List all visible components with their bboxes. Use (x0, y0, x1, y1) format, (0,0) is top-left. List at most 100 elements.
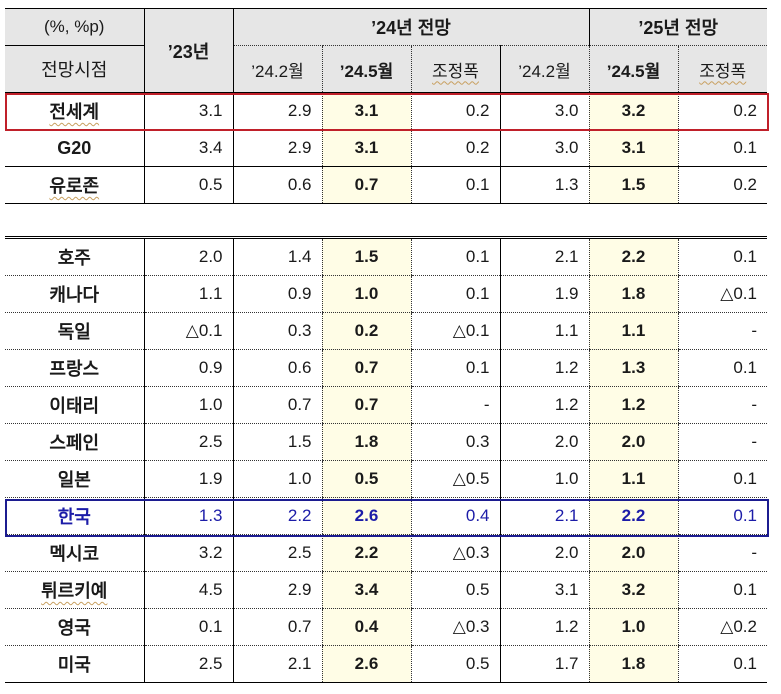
row-name: 독일 (5, 312, 144, 350)
table-row: 멕시코 3.2 2.5 2.2 △0.3 2.0 2.0- (5, 534, 767, 572)
cell-2025-may: 1.3 (588, 349, 678, 387)
cell-2025-adj: △0.2 (677, 608, 767, 646)
cell-2025-feb: 1.2 (499, 349, 589, 387)
cell-2024-feb: 2.9 (232, 571, 322, 609)
cell-2025-feb: 2.1 (499, 238, 589, 276)
table-row: 독일 △0.1 0.3 0.2 △0.1 1.1 1.1- (5, 312, 767, 350)
cell-2024-may: 0.2 (321, 312, 411, 350)
row-name: 프랑스 (5, 349, 144, 387)
cell-2024-feb: 2.1 (232, 645, 322, 683)
cell-2024-feb: 0.9 (232, 275, 322, 313)
cell-2024-adj: 0.2 (410, 92, 500, 130)
cell-2025-may: 2.2 (588, 497, 678, 535)
cell-2024-feb: 2.5 (232, 534, 322, 572)
cell-2025-feb: 3.1 (499, 571, 589, 609)
cell-2025-feb: 1.1 (499, 312, 589, 350)
table-row: 프랑스 0.9 0.6 0.7 0.1 1.2 1.3 0.1 (5, 349, 767, 387)
cell-2025-may: 1.8 (588, 645, 678, 683)
forecast-time-label: 전망시점 (5, 45, 144, 93)
cell-2025-feb: 1.7 (499, 645, 589, 683)
row-name: 호주 (5, 238, 144, 276)
cell-2024-adj: 0.1 (410, 238, 500, 276)
row-name: 일본 (5, 460, 144, 498)
cell-2025-adj: 0.1 (677, 349, 767, 387)
row-name: 스페인 (5, 423, 144, 461)
cell-2024-may: 0.5 (321, 460, 411, 498)
cell-2023: 1.1 (143, 275, 233, 313)
cell-2025-may: 2.0 (588, 423, 678, 461)
table-row: 호주 2.0 1.4 1.5 0.1 2.1 2.2 0.1 (5, 238, 767, 276)
group-2025-header: ’25년 전망 (588, 8, 767, 46)
cell-2024-adj: △0.3 (410, 608, 500, 646)
cell-2025-feb: 2.0 (499, 534, 589, 572)
table-row: 일본 1.9 1.0 0.5 △0.5 1.0 1.1 0.1 (5, 460, 767, 498)
table-row: G20 3.4 2.9 3.1 0.2 3.0 3.1 0.1 (5, 129, 767, 167)
spacer-row (5, 203, 767, 237)
table-row: 미국 2.5 2.1 2.6 0.5 1.7 1.8 0.1 (5, 645, 767, 683)
row-name: 이태리 (5, 386, 144, 424)
cell-2024-adj: 0.1 (410, 166, 500, 204)
cell-2024-adj: 0.5 (410, 571, 500, 609)
cell-2024-may: 3.1 (321, 92, 411, 130)
col-2024-adj: 조정폭 (410, 45, 500, 93)
cell-2024-adj: 0.4 (410, 497, 500, 535)
table-row: 캐나다 1.1 0.9 1.0 0.1 1.9 1.8 △0.1 (5, 275, 767, 313)
cell-2025-feb: 1.2 (499, 386, 589, 424)
col-2024-feb: ’24.2월 (232, 45, 322, 93)
table-row: 영국 0.1 0.7 0.4 △0.3 1.2 1.0 △0.2 (5, 608, 767, 646)
group-2024-header: ’24년 전망 (232, 8, 589, 46)
cell-2023: 0.1 (143, 608, 233, 646)
cell-2024-may: 1.8 (321, 423, 411, 461)
cell-2023: 3.4 (143, 129, 233, 167)
cell-2024-feb: 2.9 (232, 129, 322, 167)
cell-2024-feb: 0.7 (232, 386, 322, 424)
unit-label: (%, %p) (5, 8, 144, 46)
cell-2025-may: 3.2 (588, 571, 678, 609)
cell-2025-may: 1.1 (588, 312, 678, 350)
cell-2025-may: 2.2 (588, 238, 678, 276)
cell-2024-may: 2.2 (321, 534, 411, 572)
col-2024-may: ’24.5월 (321, 45, 411, 93)
cell-2024-may: 1.0 (321, 275, 411, 313)
cell-2023: 1.3 (143, 497, 233, 535)
cell-2023: 2.0 (143, 238, 233, 276)
cell-2025-may: 3.2 (588, 92, 678, 130)
cell-2025-may: 1.1 (588, 460, 678, 498)
row-name: 멕시코 (5, 534, 144, 572)
table-row: 이태리 1.0 0.7 0.7-1.2 1.2- (5, 386, 767, 424)
cell-2023: 4.5 (143, 571, 233, 609)
cell-2024-feb: 1.4 (232, 238, 322, 276)
cell-2024-adj: 0.5 (410, 645, 500, 683)
col-2025-may: ’24.5월 (588, 45, 678, 93)
cell-2024-may: 3.4 (321, 571, 411, 609)
cell-2025-adj: - (677, 423, 767, 461)
cell-2025-feb: 2.1 (499, 497, 589, 535)
cell-2024-may: 3.1 (321, 129, 411, 167)
cell-2025-adj: - (677, 534, 767, 572)
cell-2024-adj: △0.3 (410, 534, 500, 572)
cell-2024-may: 0.7 (321, 166, 411, 204)
col-2025-adj: 조정폭 (677, 45, 767, 93)
cell-2024-feb: 1.5 (232, 423, 322, 461)
row-name: 영국 (5, 608, 144, 646)
cell-2024-may: 0.4 (321, 608, 411, 646)
row-name: 전세계 (5, 92, 144, 130)
cell-2024-adj: - (410, 386, 500, 424)
row-name: G20 (5, 129, 144, 167)
cell-2023: 0.9 (143, 349, 233, 387)
cell-2025-feb: 2.0 (499, 423, 589, 461)
cell-2023: 1.0 (143, 386, 233, 424)
col-2025-feb: ’24.2월 (499, 45, 589, 93)
cell-2025-feb: 1.3 (499, 166, 589, 204)
row-name: 유로존 (5, 166, 144, 204)
cell-2024-may: 2.6 (321, 497, 411, 535)
cell-2023: 1.9 (143, 460, 233, 498)
cell-2024-may: 0.7 (321, 386, 411, 424)
row-name: 튀르키예 (5, 571, 144, 609)
cell-2024-feb: 0.3 (232, 312, 322, 350)
cell-2025-adj: 0.1 (677, 238, 767, 276)
growth-forecast-table: (%, %p) ’23년 ’24년 전망 ’25년 전망 전망시점 ’24.2월… (5, 8, 767, 237)
cell-2025-may: 2.0 (588, 534, 678, 572)
cell-2024-feb: 2.2 (232, 497, 322, 535)
cell-2025-feb: 1.9 (499, 275, 589, 313)
